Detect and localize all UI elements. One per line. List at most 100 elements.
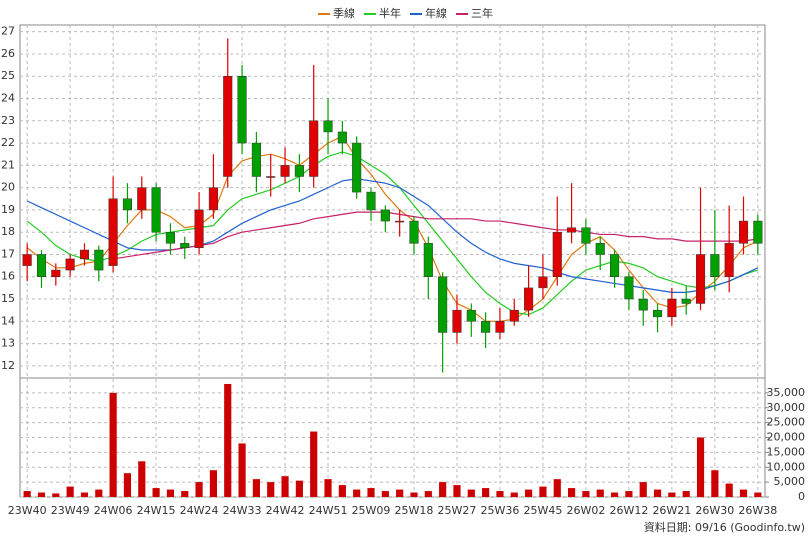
volume-bar	[353, 489, 361, 497]
x-tick-label: 26W30	[695, 504, 734, 517]
candle-body	[223, 75, 233, 177]
candle-body	[194, 209, 204, 249]
candle-body	[452, 309, 462, 333]
volume-bar	[596, 489, 604, 497]
x-tick-label: 23W40	[8, 504, 47, 517]
candle-body	[681, 298, 691, 304]
candle-body	[509, 309, 519, 322]
y-tick-label: 12	[1, 359, 15, 372]
y-tick-label: 27	[1, 25, 15, 38]
candle-body	[409, 220, 419, 244]
volume-bar	[725, 483, 733, 497]
y-tick-label: 14	[1, 314, 15, 327]
volume-bar	[711, 470, 719, 497]
candle-body	[323, 120, 333, 133]
x-tick-label: 25W18	[395, 504, 434, 517]
volume-bar	[195, 482, 203, 497]
candle-body	[151, 187, 161, 233]
candle-body	[180, 243, 190, 249]
candle-body	[380, 209, 390, 222]
volume-bar	[224, 383, 232, 497]
y-tick-label: 17	[1, 247, 15, 260]
volume-bar	[181, 491, 189, 497]
candle-body	[22, 254, 32, 266]
volume-bar	[80, 492, 89, 497]
candle-body	[667, 298, 677, 318]
candle-body	[165, 231, 175, 244]
candle-body	[337, 131, 347, 144]
candle-body	[137, 187, 147, 211]
volume-bar	[396, 489, 404, 497]
candle-body	[724, 243, 734, 277]
candle-body	[94, 249, 104, 271]
volume-bar	[424, 491, 432, 497]
volume-bar	[625, 491, 633, 497]
y-tick-label: 19	[1, 203, 15, 216]
candle-body	[495, 321, 505, 333]
volume-bar	[209, 470, 217, 497]
y-tick-label: 20,000	[767, 431, 806, 444]
volume-bar	[582, 491, 590, 497]
ma-line	[26, 151, 759, 316]
volume-bar	[267, 482, 275, 497]
y-tick-label: 13	[1, 337, 15, 350]
volume-bar	[252, 479, 260, 497]
legend-label: 三年	[471, 6, 493, 20]
x-tick-label: 23W49	[51, 504, 90, 517]
candle-body	[36, 254, 47, 277]
volume-bar	[109, 392, 117, 497]
volume-bar	[539, 486, 547, 497]
y-tick-label: 5,000	[774, 475, 806, 488]
volume-bar	[568, 488, 576, 497]
volume-bar	[310, 431, 318, 497]
volume-bar	[95, 489, 103, 497]
candle-body	[595, 243, 605, 255]
y-tick-label: 26	[1, 47, 15, 60]
y-tick-label: 20	[1, 181, 15, 194]
x-tick-label: 25W45	[523, 504, 562, 517]
candle-body	[280, 165, 290, 177]
volume-bar	[138, 461, 146, 497]
volume-bar	[52, 493, 60, 497]
candle-body	[567, 227, 577, 233]
candle-body	[309, 120, 319, 177]
volume-bar	[66, 486, 74, 497]
volume-bar	[496, 491, 504, 497]
y-tick-label: 23	[1, 114, 15, 127]
candle-body	[208, 187, 218, 211]
candle-body	[79, 249, 90, 260]
candle-body	[65, 258, 75, 271]
x-tick-label: 25W09	[352, 504, 391, 517]
volume-bar	[653, 489, 662, 497]
candle-body	[237, 75, 247, 144]
volume-bar	[410, 492, 418, 497]
volume-bar	[37, 492, 46, 497]
legend-label: 半年	[379, 6, 401, 20]
x-tick-label: 25W27	[438, 504, 477, 517]
candle-body	[266, 176, 276, 178]
candle-body	[51, 269, 61, 277]
volume-bar	[281, 476, 289, 497]
candle-body	[738, 220, 749, 244]
x-tick-label: 24W33	[223, 504, 262, 517]
volume-bar	[510, 492, 518, 497]
ma-line	[26, 178, 759, 293]
candle-body	[695, 254, 706, 304]
volume-bar	[754, 492, 762, 497]
x-tick-label: 26W02	[566, 504, 605, 517]
volume-bar	[23, 491, 31, 497]
candle-body	[481, 321, 491, 333]
candle-body	[395, 220, 405, 223]
x-tick-label: 24W15	[137, 504, 176, 517]
candle-body	[352, 142, 362, 193]
candle-body	[653, 309, 663, 318]
y-tick-label: 25,000	[767, 416, 806, 429]
candle-body	[524, 287, 534, 311]
candle-body	[108, 198, 118, 266]
volume-bar	[453, 485, 461, 497]
volume-bar	[166, 489, 175, 497]
y-tick-label: 10,000	[767, 460, 806, 473]
candle-body	[538, 276, 548, 289]
x-tick-label: 24W06	[94, 504, 133, 517]
